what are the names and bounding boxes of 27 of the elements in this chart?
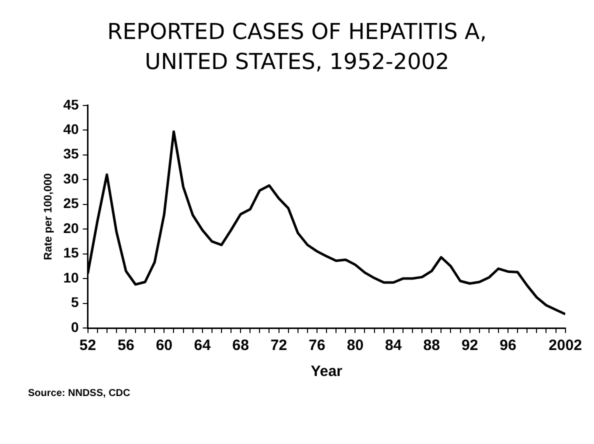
x-tick-label: 52 bbox=[79, 337, 96, 354]
x-axis-title: Year bbox=[310, 363, 343, 380]
chart-title: REPORTED CASES OF HEPATITIS A, UNITED STATES, 1952-2002 bbox=[106, 19, 488, 77]
y-tick-label: 20 bbox=[63, 220, 79, 236]
x-tick-label: 64 bbox=[194, 337, 212, 354]
x-tick-label: 72 bbox=[270, 337, 288, 354]
x-tick-label: 88 bbox=[423, 337, 440, 354]
y-tick-label: 40 bbox=[63, 120, 79, 137]
y-axis-title: Rate per 100,000 bbox=[42, 173, 55, 260]
x-tick-label: 92 bbox=[461, 337, 478, 354]
x-tick-label: 80 bbox=[346, 337, 364, 354]
source-note: Source: NNDSS, CDC bbox=[28, 388, 130, 399]
y-tick-label: 30 bbox=[63, 170, 79, 186]
y-tick-label: 0 bbox=[70, 318, 79, 335]
y-tick-label: 15 bbox=[63, 244, 79, 261]
y-tick-label: 35 bbox=[63, 146, 79, 162]
x-tick-label: 60 bbox=[156, 337, 173, 354]
y-tick-label: 45 bbox=[63, 96, 79, 112]
x-tick-label: 96 bbox=[500, 337, 516, 354]
x-tick-label: 56 bbox=[118, 337, 134, 354]
y-tick-label: 5 bbox=[70, 294, 79, 310]
y-tick-label: 10 bbox=[63, 269, 79, 286]
x-tick-label: 76 bbox=[308, 337, 326, 354]
x-tick-label: 68 bbox=[232, 337, 249, 354]
x-tick-label: 84 bbox=[385, 337, 402, 354]
y-tick-label: 25 bbox=[63, 195, 79, 212]
x-tick-label: 2002 bbox=[548, 337, 582, 354]
